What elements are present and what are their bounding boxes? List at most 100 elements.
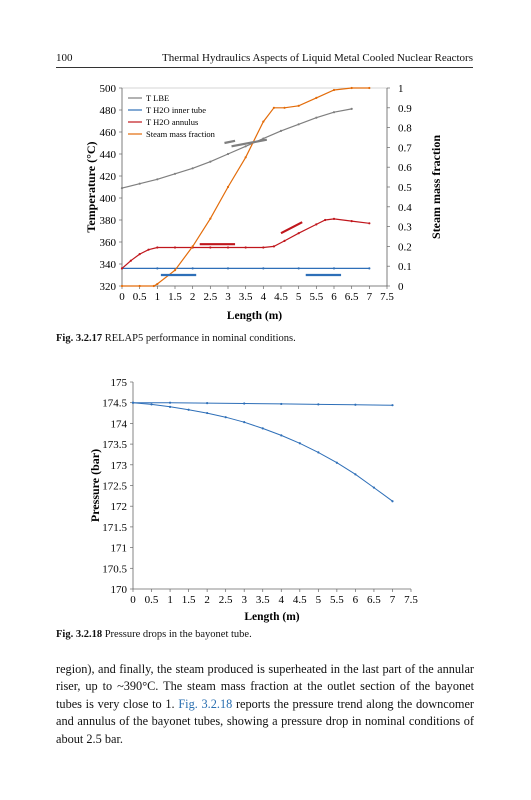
- x-tick-label: 3.5: [256, 594, 270, 606]
- pressure-point-1: [317, 451, 320, 454]
- x-tick-label: 5: [296, 291, 302, 303]
- y-tick-label: 500: [100, 83, 117, 95]
- y-tick-label: 171: [111, 543, 128, 555]
- series-point-0: [209, 160, 212, 163]
- figure-link[interactable]: Fig. 3.2.18: [178, 696, 233, 711]
- series-point-0: [350, 107, 353, 110]
- temperature-chart: 32034036038040042044046048050000.10.20.3…: [84, 83, 443, 322]
- x-tick-label: 0: [119, 291, 125, 303]
- x-tick-label: 1: [155, 291, 161, 303]
- y-tick-label: 170: [111, 584, 128, 596]
- series-point-2: [262, 246, 265, 249]
- y-tick-label: 172: [111, 501, 128, 513]
- pressure-point-1: [187, 408, 190, 411]
- series-point-0: [226, 152, 230, 156]
- pressure-point-1: [131, 401, 135, 404]
- series-point-0: [156, 178, 159, 181]
- series-point-2: [226, 246, 230, 249]
- pressure-point-1: [372, 486, 376, 489]
- y-tick-label: 460: [100, 127, 117, 139]
- x-tick-label: 6: [331, 291, 337, 303]
- x-tick-label: 3.5: [239, 291, 253, 303]
- paragraph-part2: reports the pressure trend along the dow…: [56, 696, 475, 746]
- pressure-line-0: [133, 402, 393, 406]
- x-tick-label: 4.5: [274, 291, 288, 303]
- x-tick-label: 7.5: [380, 291, 394, 303]
- series-point-2: [283, 239, 286, 242]
- y-tick-label: 320: [100, 281, 117, 293]
- x-tick-label: 3: [225, 291, 231, 303]
- pressure-point-0: [206, 402, 209, 405]
- figure1-caption-text: RELAP5 performance in nominal conditions…: [104, 333, 296, 344]
- series-point-2: [324, 218, 327, 222]
- y-tick-label: 440: [100, 149, 117, 161]
- series-point-1: [297, 267, 300, 270]
- series-point-2: [173, 246, 177, 249]
- y2-axis-label: Steam mass fraction: [429, 135, 443, 239]
- x-tick-label: 2.5: [203, 291, 217, 303]
- x-tick-label: 4: [279, 594, 285, 606]
- y-tick-label: 170.5: [102, 563, 127, 575]
- x-tick-label: 6.5: [345, 291, 359, 303]
- header-rule: [56, 67, 473, 68]
- legend-label-0: T LBE: [146, 93, 169, 103]
- y-tick-label: 173.5: [102, 439, 127, 451]
- pressure-point-1: [224, 416, 227, 419]
- x-tick-label: 6: [353, 594, 359, 606]
- y2-tick-label: 0: [398, 281, 404, 293]
- series-point-2: [120, 267, 124, 270]
- series-point-2: [315, 223, 318, 226]
- series-point-3: [156, 282, 159, 286]
- series-point-2: [350, 220, 353, 223]
- y2-tick-label: 0.9: [398, 103, 412, 115]
- y-tick-label: 173: [111, 460, 128, 472]
- series-point-2: [332, 217, 336, 220]
- series-point-3: [368, 86, 371, 90]
- pressure-point-1: [150, 403, 153, 406]
- y-tick-label: 340: [100, 259, 117, 271]
- y2-tick-label: 0.1: [398, 261, 412, 273]
- page-number: 100: [56, 52, 73, 64]
- pressure-point-0: [391, 404, 394, 407]
- series-point-1: [262, 267, 265, 270]
- series-point-3: [191, 245, 194, 248]
- pressure-point-0: [354, 403, 357, 406]
- y2-tick-label: 0.5: [398, 182, 412, 194]
- annulus-arrow-marker: [280, 221, 303, 235]
- series-point-3: [315, 96, 318, 99]
- series-point-2: [297, 232, 300, 235]
- y2-tick-label: 0.3: [398, 222, 412, 234]
- pressure-point-1: [354, 473, 357, 476]
- figure1-caption: Fig. 3.2.17 RELAP5 performance in nomina…: [56, 333, 296, 344]
- running-title: Thermal Hydraulics Aspects of Liquid Met…: [162, 52, 473, 64]
- x-tick-label: 7.5: [404, 594, 418, 606]
- y-tick-label: 175: [111, 377, 128, 389]
- y-tick-label: 174.5: [102, 398, 127, 410]
- series-point-2: [209, 246, 212, 249]
- series-point-3: [152, 284, 155, 288]
- pressure-point-1: [391, 500, 394, 503]
- pressure-chart: 170170.5171171.5172172.5173173.5174174.5…: [88, 377, 418, 623]
- y2-tick-label: 0.4: [398, 202, 412, 214]
- y-tick-label: 172.5: [102, 481, 127, 493]
- series-point-0: [138, 182, 141, 185]
- series-point-2: [244, 246, 247, 249]
- series-point-3: [350, 86, 353, 90]
- y2-tick-label: 1: [398, 83, 404, 95]
- series-point-2: [138, 253, 141, 256]
- x-tick-label: 7: [390, 594, 396, 606]
- series-point-3: [297, 104, 300, 107]
- x-tick-label: 2.5: [219, 594, 233, 606]
- series-point-1: [156, 267, 159, 270]
- legend-label-2: T H2O annulus: [146, 117, 198, 127]
- y2-tick-label: 0.8: [398, 123, 412, 135]
- x-tick-label: 0: [130, 594, 136, 606]
- pressure-point-1: [261, 427, 264, 430]
- y-axis-label: Pressure (bar): [88, 449, 102, 522]
- x-tick-label: 0.5: [133, 291, 147, 303]
- x-tick-label: 4: [261, 291, 267, 303]
- pressure-line-1: [132, 402, 393, 502]
- series-point-2: [147, 248, 150, 251]
- series-point-0: [173, 172, 177, 175]
- y-tick-label: 480: [100, 105, 117, 117]
